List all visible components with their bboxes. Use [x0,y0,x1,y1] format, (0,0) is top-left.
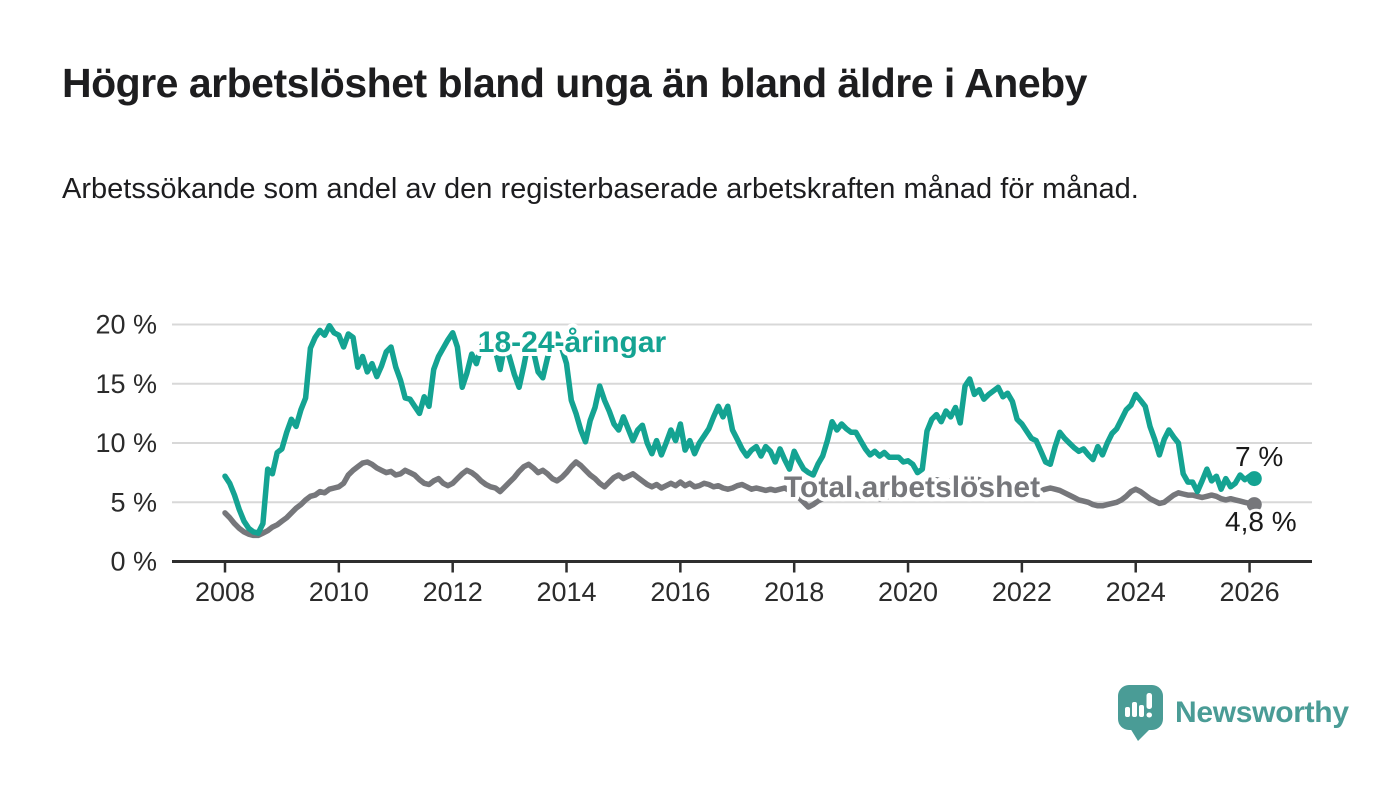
exclamation-dot [1146,712,1152,718]
x-tick-label-2012: 2012 [423,577,483,607]
total-end-dot [1246,497,1262,513]
x-tick-label-2018: 2018 [764,577,824,607]
x-tick-label-2010: 2010 [309,577,369,607]
x-tick-label-2026: 2026 [1220,577,1280,607]
youth-end-dot [1246,471,1262,487]
page-title: Högre arbetslöshet bland unga än bland ä… [62,60,1088,106]
y-tick-label-5: 5 % [110,487,157,517]
x-tick-label-2020: 2020 [878,577,938,607]
total-series-line [222,459,1258,539]
x-tick-label-2016: 2016 [650,577,710,607]
newsworthy-brand-text: Newsworthy [1175,696,1349,729]
x-tick-label-2024: 2024 [1106,577,1166,607]
exclamation-bar [1146,693,1152,709]
x-axis: 2008 2010 2012 2014 2016 2018 2020 2022 2024 2026 [172,560,1312,607]
y-axis-labels: 0 % 5 % 10 % 15 % 20 % [95,310,157,577]
newsworthy-logo-icon [1118,685,1163,741]
y-tick-label-0: 0 % [110,547,157,577]
gridlines [172,323,1312,504]
x-tick-label-2014: 2014 [536,577,596,607]
y-tick-label-10: 10 % [95,428,157,458]
page-subtitle: Arbetssökande som andel av den registerb… [62,173,1139,205]
total-series-label: Total arbetslöshet [784,471,1040,504]
x-tick-label-2022: 2022 [992,577,1052,607]
youth-end-value-label: 7 % [1235,441,1283,472]
youth-series-label: 18-24-åringar [478,326,667,359]
total-end-value-label: 4,8 % [1225,506,1297,537]
newsworthy-logo: Newsworthy [1117,684,1349,742]
x-tick-label-2008: 2008 [195,577,255,607]
youth-series-line [222,322,1258,536]
y-tick-label-20: 20 % [95,310,157,340]
speech-bubble-tail [1130,728,1151,741]
y-tick-label-15: 15 % [95,369,157,399]
